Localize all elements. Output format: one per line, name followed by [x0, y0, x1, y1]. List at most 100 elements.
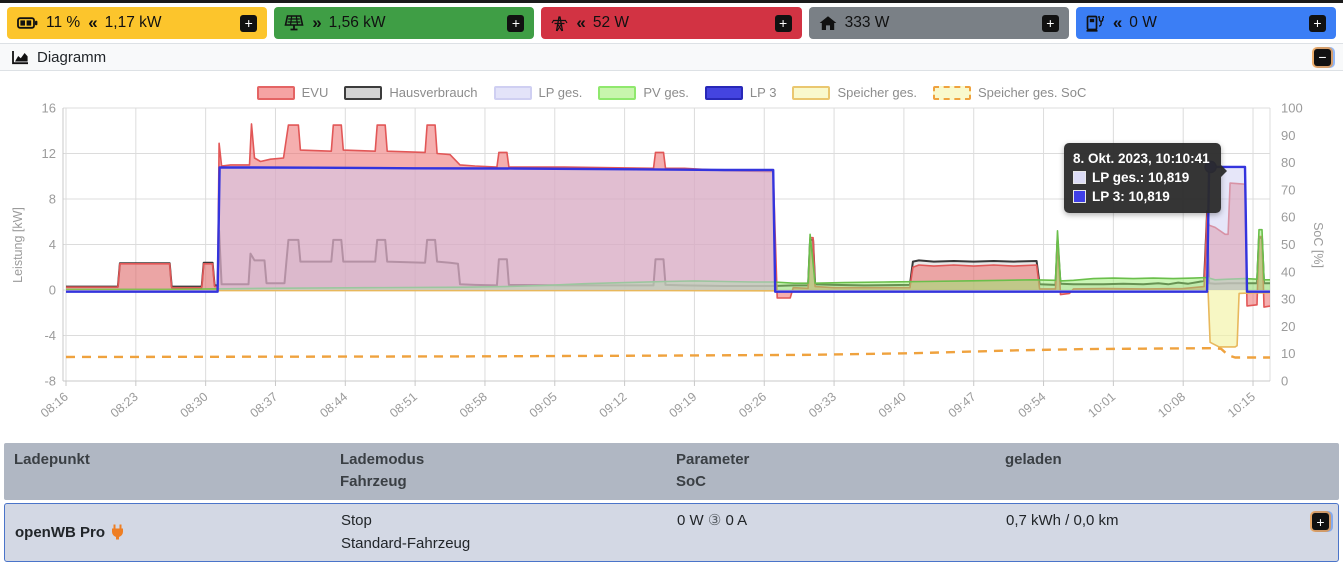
pv-status-badge: » 1,56 kW +: [274, 7, 535, 39]
tooltip-title: 8. Okt. 2023, 10:10:41: [1073, 151, 1210, 166]
svg-text:08:44: 08:44: [317, 390, 350, 421]
svg-text:08:30: 08:30: [178, 390, 211, 421]
charge-current: 0 A: [725, 512, 748, 529]
legend-swatch: [792, 85, 831, 100]
house-expand-button[interactable]: +: [1041, 14, 1059, 32]
chargepoint-direction-arrow: «: [1112, 13, 1123, 32]
chargepoint-expand-button[interactable]: +: [1312, 513, 1329, 530]
diagram-panel-header: Diagramm −: [0, 43, 1343, 71]
plus-icon: +: [1313, 15, 1322, 31]
svg-text:10: 10: [1281, 346, 1295, 361]
chargepoint-name-cell: openWB Pro: [5, 509, 331, 555]
tooltip-row: LP 3: 10,819: [1073, 187, 1210, 206]
svg-text:09:05: 09:05: [527, 390, 560, 421]
svg-text:8: 8: [49, 192, 56, 207]
svg-text:12: 12: [42, 146, 56, 161]
svg-text:50: 50: [1281, 237, 1295, 252]
svg-text:10:15: 10:15: [1225, 390, 1258, 421]
battery-direction-arrow: «: [88, 13, 98, 32]
col-header-ladepunkt: Ladepunkt: [14, 451, 90, 468]
legend-label: LP ges.: [538, 85, 583, 100]
battery-expand-button[interactable]: +: [240, 14, 258, 32]
battery-power: 1,17 kW: [104, 14, 162, 31]
plus-icon: +: [1046, 15, 1055, 31]
solar-panel-icon: [284, 15, 304, 31]
svg-text:09:33: 09:33: [806, 390, 839, 421]
legend-swatch: [256, 85, 295, 100]
chargepoint-status-badge: « 0 W +: [1075, 7, 1337, 39]
plus-icon: +: [511, 15, 520, 31]
chargepoint-power: 0 W: [1129, 14, 1157, 31]
house-icon: [819, 16, 837, 30]
charge-power: 0 W: [677, 512, 704, 529]
legend-item-hausverbrauch[interactable]: Hausverbrauch: [344, 85, 478, 100]
vehicle-name: Standard-Fahrzeug: [341, 535, 471, 552]
panel-title: Diagramm: [37, 48, 107, 66]
col-header-lademodus-fahrzeug: Lademodus Fahrzeug: [340, 451, 425, 490]
house-power: 333 W: [844, 14, 890, 31]
diagram-chart: EVU Hausverbrauch LP ges. PV ges. LP 3 Speich…: [0, 71, 1343, 433]
legend-swatch: [598, 85, 637, 100]
legend-swatch: [344, 85, 383, 100]
battery-status-badge: 11 % « 1,17 kW +: [7, 7, 268, 39]
charging-station-icon: [1086, 15, 1104, 32]
svg-text:09:19: 09:19: [666, 390, 699, 421]
right-axis-title: SoC [%]: [1311, 222, 1325, 268]
chargepoint-name: openWB Pro: [15, 523, 105, 541]
svg-text:08:58: 08:58: [457, 390, 490, 421]
legend-label: Speicher ges.: [837, 85, 917, 100]
svg-text:70: 70: [1281, 182, 1295, 197]
svg-text:-4: -4: [44, 328, 56, 343]
plus-icon: +: [244, 15, 253, 31]
chargepoint-expand-button[interactable]: +: [1309, 14, 1327, 32]
svg-text:09:40: 09:40: [876, 390, 909, 421]
battery-soc: 11 %: [46, 14, 81, 31]
chargepoint-table: Ladepunkt Lademodus Fahrzeug Parameter S…: [4, 443, 1339, 562]
svg-text:100: 100: [1281, 101, 1303, 116]
svg-text:09:12: 09:12: [597, 390, 630, 421]
svg-text:09:54: 09:54: [1016, 390, 1049, 421]
svg-text:-8: -8: [44, 374, 56, 389]
svg-text:10:08: 10:08: [1155, 390, 1188, 421]
grid-expand-button[interactable]: +: [774, 14, 792, 32]
svg-text:16: 16: [42, 101, 56, 116]
chart-legend: EVU Hausverbrauch LP ges. PV ges. LP 3 Speich…: [0, 85, 1343, 100]
legend-item-speicher-ges-[interactable]: Speicher ges.: [792, 85, 917, 100]
legend-label: Hausverbrauch: [389, 85, 478, 100]
legend-item-evu[interactable]: EVU: [256, 85, 328, 100]
tooltip-series-swatch: [1073, 171, 1086, 184]
tooltip-series-value: LP 3: 10,819: [1092, 189, 1170, 204]
svg-text:20: 20: [1281, 319, 1295, 334]
chart-tooltip: 8. Okt. 2023, 10:10:41 LP ges.: 10,819 LP…: [1064, 143, 1227, 213]
tooltip-row: LP ges.: 10,819: [1073, 168, 1210, 187]
legend-item-speicher-ges-soc[interactable]: Speicher ges. SoC: [932, 85, 1087, 100]
grid-power: 52 W: [592, 14, 630, 31]
pv-direction-arrow: »: [312, 13, 322, 32]
svg-text:08:51: 08:51: [387, 390, 420, 421]
plus-icon: +: [1316, 513, 1325, 530]
legend-label: PV ges.: [643, 85, 689, 100]
svg-text:08:23: 08:23: [108, 390, 141, 421]
svg-text:80: 80: [1281, 155, 1295, 170]
legend-item-lp-3[interactable]: LP 3: [704, 85, 776, 100]
col-header-geladen: geladen: [1005, 451, 1062, 468]
svg-text:08:37: 08:37: [247, 390, 280, 421]
legend-swatch: [932, 85, 971, 100]
svg-text:0: 0: [49, 283, 56, 298]
col-header-parameter-soc: Parameter SoC: [676, 451, 750, 490]
pv-expand-button[interactable]: +: [507, 14, 525, 32]
minus-icon: −: [1318, 49, 1327, 65]
plug-icon: [111, 524, 124, 540]
transmission-tower-icon: [551, 15, 568, 31]
grid-status-badge: « 52 W +: [541, 7, 802, 39]
svg-text:10:01: 10:01: [1085, 390, 1118, 421]
legend-item-lp-ges-[interactable]: LP ges.: [493, 85, 583, 100]
plus-icon: +: [779, 15, 788, 31]
legend-item-pv-ges-[interactable]: PV ges.: [598, 85, 689, 100]
table-row: openWB Pro Stop Standard-Fahrzeug 0 W ③ …: [4, 503, 1339, 562]
svg-text:4: 4: [49, 237, 56, 252]
legend-label: Speicher ges. SoC: [977, 85, 1087, 100]
diagram-collapse-button[interactable]: −: [1314, 48, 1331, 66]
legend-swatch: [704, 85, 743, 100]
